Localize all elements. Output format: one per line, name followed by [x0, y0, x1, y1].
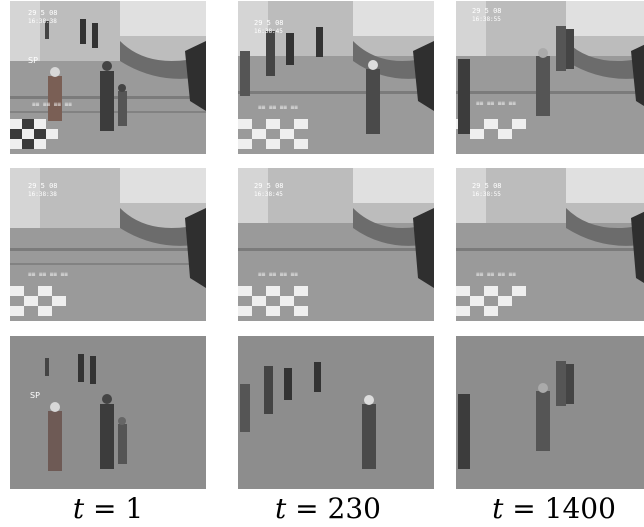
svg-text:≡≡ ≡≡ ≡≡ ≡≡: ≡≡ ≡≡ ≡≡ ≡≡: [258, 271, 298, 278]
svg-text:29 5 08: 29 5 08: [254, 182, 284, 190]
frame-original-t1: 29 5 08 16:38:38 SP ≡≡ ≡≡ ≡≡ ≡≡: [10, 1, 206, 154]
frame-background-t1400: 29 5 08 16:38:55 ≡≡ ≡≡ ≡≡ ≡≡: [456, 168, 644, 321]
svg-text:29 5 08: 29 5 08: [472, 7, 502, 15]
frame-original-t230: 29 5 08 16:38:45 ≡≡ ≡≡ ≡≡ ≡≡: [238, 1, 434, 154]
svg-text:16:38:55: 16:38:55: [472, 191, 501, 198]
svg-text:16:38:45: 16:38:45: [254, 28, 283, 35]
caption-t1400: t = 1400: [492, 492, 616, 525]
svg-text:≡≡ ≡≡ ≡≡ ≡≡: ≡≡ ≡≡ ≡≡ ≡≡: [476, 271, 516, 278]
svg-text:16:38:55: 16:38:55: [472, 16, 501, 23]
frame-background-t1: 29 5 08 16:38:38 ≡≡ ≡≡ ≡≡ ≡≡: [10, 168, 206, 321]
frame-original-t1400: 29 5 08 16:38:55 ≡≡ ≡≡ ≡≡ ≡≡: [456, 1, 644, 154]
svg-text:29 5 08: 29 5 08: [472, 182, 502, 190]
svg-text:16:38:38: 16:38:38: [28, 191, 57, 198]
svg-text:≡≡ ≡≡ ≡≡ ≡≡: ≡≡ ≡≡ ≡≡ ≡≡: [476, 100, 516, 107]
svg-text:≡≡ ≡≡ ≡≡ ≡≡: ≡≡ ≡≡ ≡≡ ≡≡: [32, 101, 72, 108]
caption-t1: t = 1: [72, 492, 144, 525]
svg-text:29 5 08: 29 5 08: [254, 19, 284, 27]
svg-text:29 5 08: 29 5 08: [28, 9, 58, 17]
caption-t230: t = 230: [275, 492, 381, 525]
frame-background-t230: 29 5 08 16:38:45 ≡≡ ≡≡ ≡≡ ≡≡: [238, 168, 434, 321]
frame-foreground-t1: SP: [10, 336, 206, 489]
frame-foreground-t1400: [456, 336, 644, 489]
svg-text:SP: SP: [30, 391, 40, 400]
svg-text:16:38:45: 16:38:45: [254, 191, 283, 198]
svg-text:29 5 08: 29 5 08: [28, 182, 58, 190]
frame-foreground-t230: [238, 336, 434, 489]
svg-text:16:38:38: 16:38:38: [28, 18, 57, 25]
svg-text:SP: SP: [28, 56, 38, 65]
svg-text:≡≡ ≡≡ ≡≡ ≡≡: ≡≡ ≡≡ ≡≡ ≡≡: [258, 104, 298, 111]
svg-text:≡≡ ≡≡ ≡≡ ≡≡: ≡≡ ≡≡ ≡≡ ≡≡: [28, 271, 68, 278]
